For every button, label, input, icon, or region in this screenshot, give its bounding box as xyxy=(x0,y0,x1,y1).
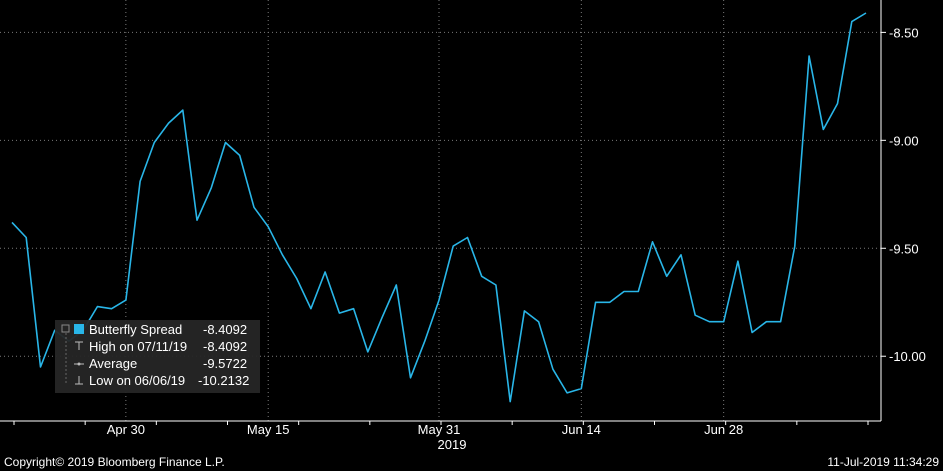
y-tick-label: -9.50 xyxy=(889,241,919,256)
x-tick-label: Jun 14 xyxy=(562,422,601,437)
legend-collapse-icon[interactable] xyxy=(61,324,70,333)
x-tick-label: May 15 xyxy=(247,422,290,437)
legend-value-average: -9.5722 xyxy=(203,356,247,371)
y-tick-label: -9.00 xyxy=(889,133,919,148)
timestamp-text: 11-Jul-2019 11:34:29 xyxy=(827,455,939,469)
legend-swatch-square xyxy=(74,324,84,334)
x-tick-label: Apr 30 xyxy=(107,422,145,437)
legend-value-series: -8.4092 xyxy=(203,322,247,337)
legend-label-low: Low on 06/06/19 xyxy=(89,373,185,388)
y-tick-label: -10.00 xyxy=(889,349,926,364)
x-tick-label: Jun 28 xyxy=(704,422,743,437)
series-line-butterfly-spread xyxy=(11,12,867,403)
legend-label-average: Average xyxy=(89,356,137,371)
legend: Butterfly Spread -8.4092 High on 07/11/1… xyxy=(55,320,260,393)
y-gridlines xyxy=(0,31,881,357)
legend-label-high: High on 07/11/19 xyxy=(89,339,187,354)
legend-average-dot xyxy=(77,362,81,366)
legend-label-series: Butterfly Spread xyxy=(89,322,182,337)
legend-background xyxy=(55,320,260,393)
x-minor-ticks xyxy=(13,421,869,425)
legend-high-icon xyxy=(75,341,83,350)
x-tick-label: May 31 xyxy=(418,422,461,437)
x-tick-labels: Apr 30 May 15 May 31 Jun 14 Jun 28 xyxy=(107,422,743,437)
x-year-label: 2019 xyxy=(438,437,467,452)
legend-value-high: -8.4092 xyxy=(203,339,247,354)
y-tick-labels: -8.50 -9.00 -9.50 -10.00 xyxy=(881,25,926,364)
legend-low-icon xyxy=(75,376,83,385)
copyright-text: Copyright© 2019 Bloomberg Finance L.P. xyxy=(4,455,225,469)
legend-value-low: -10.2132 xyxy=(198,373,249,388)
y-tick-label: -8.50 xyxy=(889,25,919,40)
